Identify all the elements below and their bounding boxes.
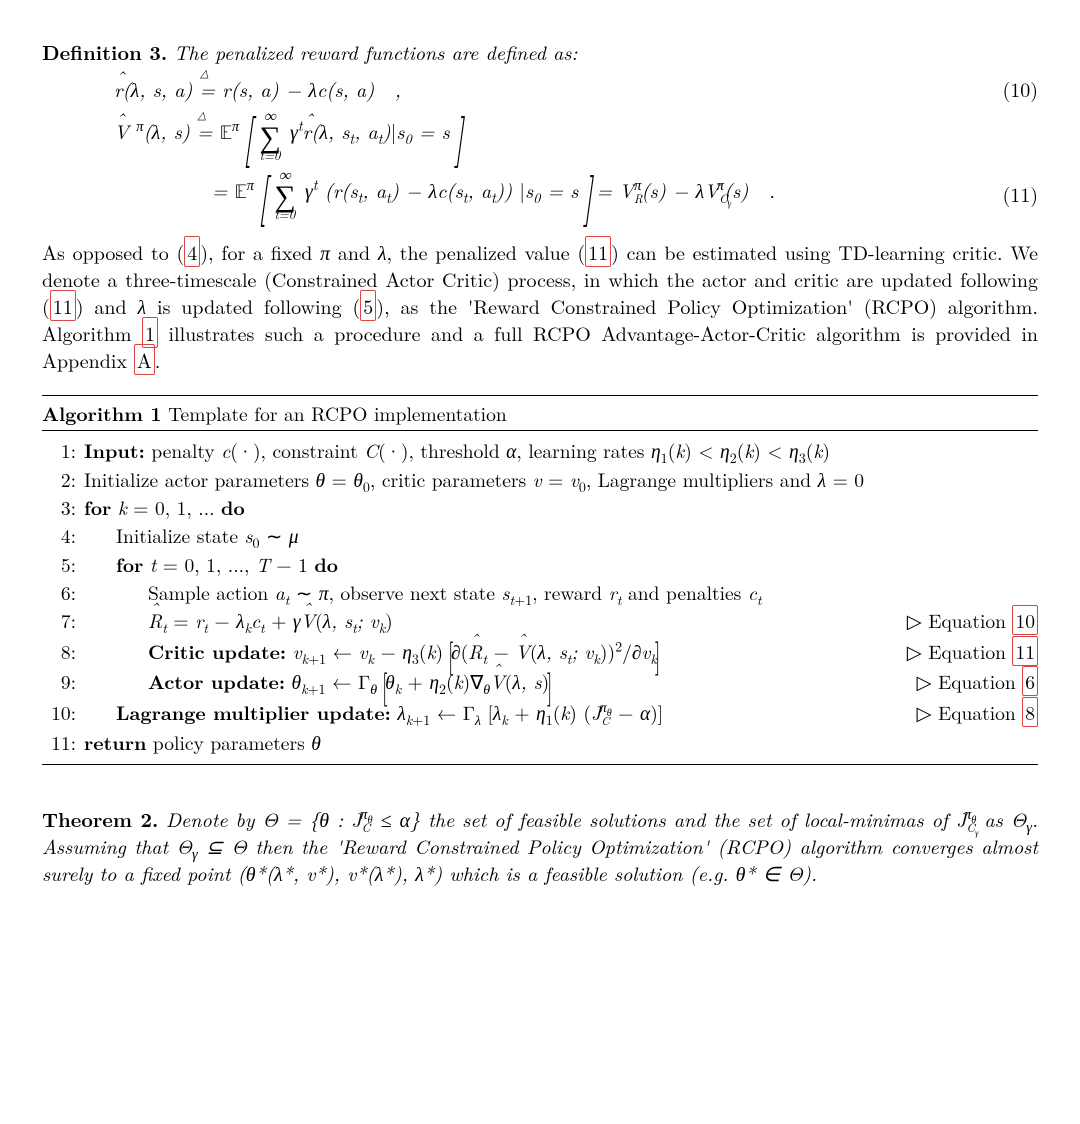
definition-label: Definition 3.	[42, 37, 167, 66]
equation-11-line2: = 𝔼π [ ∞∑t=0 γt (r(st, at) − λc(st, at))…	[42, 167, 1038, 220]
ref-eq5[interactable]: 5	[360, 290, 376, 321]
ref-appendixA[interactable]: A	[134, 344, 155, 375]
ref-eq11[interactable]: 11	[585, 236, 611, 267]
ref-eq11b[interactable]: 11	[50, 290, 76, 321]
theorem-text: Denote by Θ = {θ : JCπθ ≤ α} the set of …	[42, 804, 1038, 887]
body-paragraph: As opposed to (4), for a fixed π and λ, …	[42, 238, 1038, 373]
ref-eq11-alg[interactable]: 11	[1012, 636, 1038, 666]
ref-eq8-alg[interactable]: 8	[1022, 697, 1038, 727]
definition-text: The penalized reward functions are defin…	[174, 37, 578, 66]
theorem-2: Theorem 2. Denote by Θ = {θ : JCπθ ≤ α} …	[42, 805, 1038, 886]
theorem-label: Theorem 2.	[42, 804, 158, 833]
equation-11-line1: V π(λ, s) = 𝔼π [ ∞∑t=0 γtr(λ, st, at)|s0…	[42, 108, 1038, 161]
equations-block: r(λ, s, a) = r(s, a) − λc(s, a) , (10) V…	[42, 75, 1038, 220]
ref-eq6-alg[interactable]: 6	[1022, 666, 1038, 696]
algorithm-1: Algorithm 1 Template for an RCPO impleme…	[42, 395, 1038, 765]
eq-number-10: (10)	[978, 75, 1038, 102]
definition-3: Definition 3. The penalized reward funct…	[42, 38, 1038, 65]
equation-10: r(λ, s, a) = r(s, a) − λc(s, a) , (10)	[42, 75, 1038, 102]
algorithm-title: Algorithm 1 Template for an RCPO impleme…	[42, 396, 1038, 431]
eq-number-11: (11)	[978, 180, 1038, 207]
ref-eq4[interactable]: 4	[184, 236, 200, 267]
ref-eq10-alg[interactable]: 10	[1012, 605, 1038, 635]
